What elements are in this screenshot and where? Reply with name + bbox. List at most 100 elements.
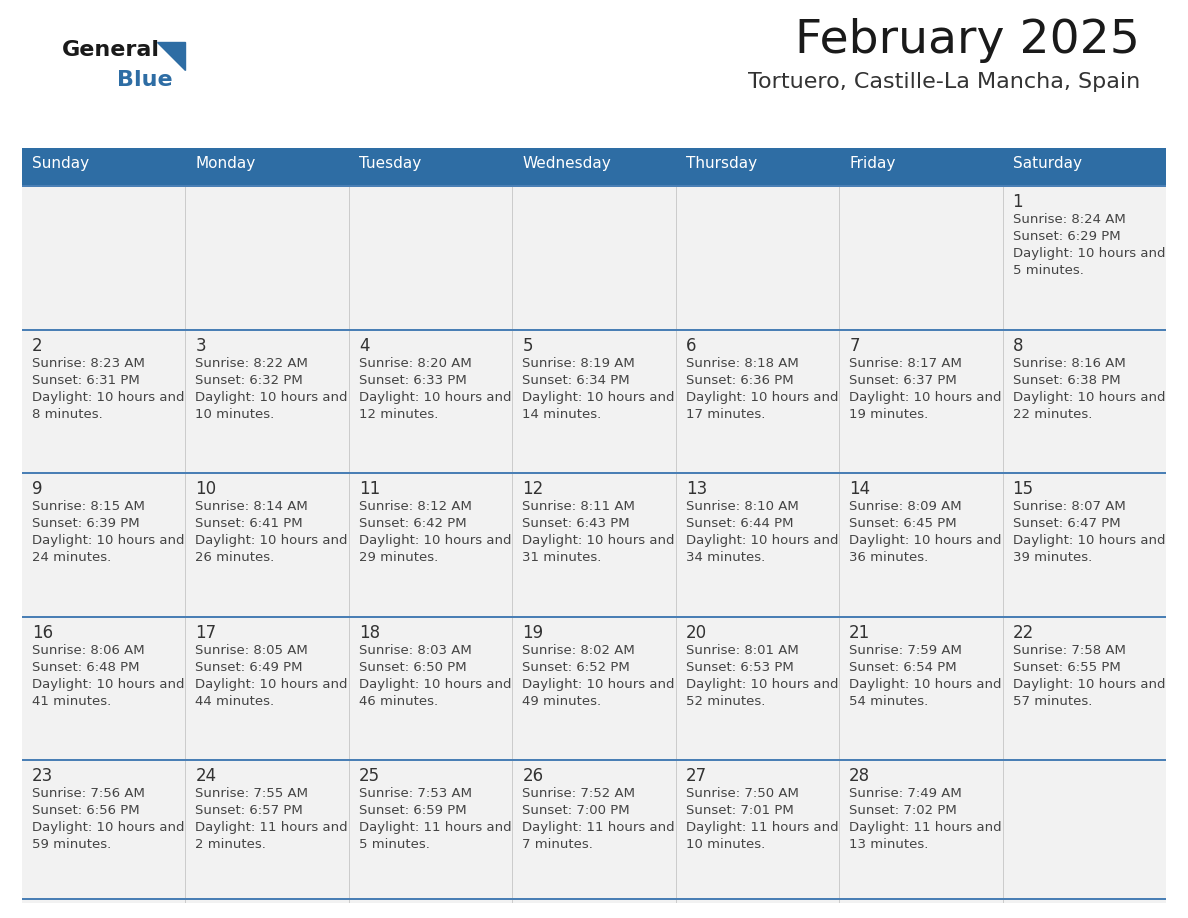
Text: Daylight: 10 hours and: Daylight: 10 hours and: [32, 534, 184, 547]
Bar: [23, 475, 185, 616]
Text: Sunrise: 8:18 AM: Sunrise: 8:18 AM: [685, 356, 798, 370]
Bar: [185, 475, 349, 616]
Bar: [512, 618, 676, 759]
Text: 2: 2: [32, 337, 43, 354]
Text: Daylight: 11 hours and: Daylight: 11 hours and: [359, 822, 512, 834]
Text: 26 minutes.: 26 minutes.: [196, 551, 274, 565]
Text: Sunrise: 8:14 AM: Sunrise: 8:14 AM: [196, 500, 308, 513]
Text: Daylight: 10 hours and: Daylight: 10 hours and: [196, 534, 348, 547]
Text: 21: 21: [849, 624, 871, 642]
Text: Daylight: 10 hours and: Daylight: 10 hours and: [523, 534, 675, 547]
Text: 10: 10: [196, 480, 216, 498]
Text: 17 minutes.: 17 minutes.: [685, 408, 765, 420]
Text: Sunset: 6:36 PM: Sunset: 6:36 PM: [685, 374, 794, 386]
Text: Sunset: 6:47 PM: Sunset: 6:47 PM: [1012, 517, 1120, 531]
Bar: [23, 616, 1165, 618]
Text: Sunrise: 8:05 AM: Sunrise: 8:05 AM: [196, 644, 308, 656]
Text: Sunrise: 8:15 AM: Sunrise: 8:15 AM: [32, 500, 145, 513]
Text: Sunrise: 8:20 AM: Sunrise: 8:20 AM: [359, 356, 472, 370]
Text: Sunrise: 7:58 AM: Sunrise: 7:58 AM: [1012, 644, 1125, 656]
Text: 7: 7: [849, 337, 860, 354]
Text: 57 minutes.: 57 minutes.: [1012, 695, 1092, 708]
Bar: [676, 618, 839, 759]
Bar: [23, 329, 1165, 330]
Text: Sunset: 6:29 PM: Sunset: 6:29 PM: [1012, 230, 1120, 243]
Text: Saturday: Saturday: [1012, 156, 1081, 171]
Text: Sunset: 7:01 PM: Sunset: 7:01 PM: [685, 804, 794, 817]
Text: General: General: [62, 40, 160, 60]
Text: Sunrise: 8:19 AM: Sunrise: 8:19 AM: [523, 356, 636, 370]
Text: Sunrise: 8:23 AM: Sunrise: 8:23 AM: [32, 356, 145, 370]
Polygon shape: [157, 42, 185, 70]
Bar: [676, 475, 839, 616]
Text: Sunrise: 8:07 AM: Sunrise: 8:07 AM: [1012, 500, 1125, 513]
Bar: [23, 761, 185, 903]
Text: February 2025: February 2025: [795, 18, 1140, 63]
Text: Blue: Blue: [116, 70, 172, 90]
Text: Daylight: 11 hours and: Daylight: 11 hours and: [196, 822, 348, 834]
Bar: [349, 151, 512, 185]
Text: Sunset: 6:52 PM: Sunset: 6:52 PM: [523, 661, 630, 674]
Bar: [23, 330, 185, 472]
Text: Sunrise: 7:52 AM: Sunrise: 7:52 AM: [523, 788, 636, 800]
Text: 23: 23: [32, 767, 53, 786]
Text: 13: 13: [685, 480, 707, 498]
Text: 5 minutes.: 5 minutes.: [359, 838, 430, 851]
Text: Sunrise: 8:02 AM: Sunrise: 8:02 AM: [523, 644, 636, 656]
Text: Friday: Friday: [849, 156, 896, 171]
Text: Sunrise: 8:06 AM: Sunrise: 8:06 AM: [32, 644, 145, 656]
Text: Sunrise: 8:10 AM: Sunrise: 8:10 AM: [685, 500, 798, 513]
Bar: [676, 761, 839, 903]
Text: Daylight: 10 hours and: Daylight: 10 hours and: [685, 677, 839, 691]
Bar: [676, 330, 839, 472]
Text: 3: 3: [196, 337, 206, 354]
Text: 24: 24: [196, 767, 216, 786]
Bar: [512, 151, 676, 185]
Text: Daylight: 10 hours and: Daylight: 10 hours and: [849, 677, 1001, 691]
Bar: [676, 151, 839, 185]
Text: Sunrise: 8:17 AM: Sunrise: 8:17 AM: [849, 356, 962, 370]
Text: Wednesday: Wednesday: [523, 156, 611, 171]
Text: Sunrise: 8:16 AM: Sunrise: 8:16 AM: [1012, 356, 1125, 370]
Bar: [23, 898, 1165, 900]
Text: Sunrise: 7:56 AM: Sunrise: 7:56 AM: [32, 788, 145, 800]
Text: Daylight: 10 hours and: Daylight: 10 hours and: [32, 390, 184, 404]
Bar: [23, 187, 185, 329]
Text: Sunset: 6:37 PM: Sunset: 6:37 PM: [849, 374, 956, 386]
Text: 14 minutes.: 14 minutes.: [523, 408, 601, 420]
Text: Daylight: 10 hours and: Daylight: 10 hours and: [1012, 677, 1165, 691]
Text: Sunset: 6:49 PM: Sunset: 6:49 PM: [196, 661, 303, 674]
Text: Daylight: 10 hours and: Daylight: 10 hours and: [685, 390, 839, 404]
Text: Sunset: 7:02 PM: Sunset: 7:02 PM: [849, 804, 956, 817]
Bar: [839, 330, 1003, 472]
Text: 39 minutes.: 39 minutes.: [1012, 551, 1092, 565]
Text: 16: 16: [32, 624, 53, 642]
Text: 15: 15: [1012, 480, 1034, 498]
Text: 8: 8: [1012, 337, 1023, 354]
Bar: [349, 761, 512, 903]
Text: 10 minutes.: 10 minutes.: [685, 838, 765, 851]
Text: Sunrise: 8:24 AM: Sunrise: 8:24 AM: [1012, 213, 1125, 226]
Text: 12 minutes.: 12 minutes.: [359, 408, 438, 420]
Text: Daylight: 10 hours and: Daylight: 10 hours and: [849, 390, 1001, 404]
Text: Sunrise: 8:09 AM: Sunrise: 8:09 AM: [849, 500, 962, 513]
Text: 36 minutes.: 36 minutes.: [849, 551, 928, 565]
Text: Tuesday: Tuesday: [359, 156, 421, 171]
Bar: [23, 185, 1165, 187]
Text: Daylight: 10 hours and: Daylight: 10 hours and: [849, 534, 1001, 547]
Text: 12: 12: [523, 480, 544, 498]
Bar: [349, 187, 512, 329]
Text: Sunset: 6:45 PM: Sunset: 6:45 PM: [849, 517, 956, 531]
Bar: [839, 187, 1003, 329]
Bar: [185, 761, 349, 903]
Text: Daylight: 11 hours and: Daylight: 11 hours and: [685, 822, 839, 834]
Text: Thursday: Thursday: [685, 156, 757, 171]
Text: Daylight: 10 hours and: Daylight: 10 hours and: [359, 390, 511, 404]
Text: Sunset: 6:53 PM: Sunset: 6:53 PM: [685, 661, 794, 674]
Bar: [349, 475, 512, 616]
Bar: [512, 761, 676, 903]
Text: Sunset: 6:42 PM: Sunset: 6:42 PM: [359, 517, 467, 531]
Bar: [185, 187, 349, 329]
Bar: [23, 472, 1165, 475]
Text: Daylight: 10 hours and: Daylight: 10 hours and: [196, 677, 348, 691]
